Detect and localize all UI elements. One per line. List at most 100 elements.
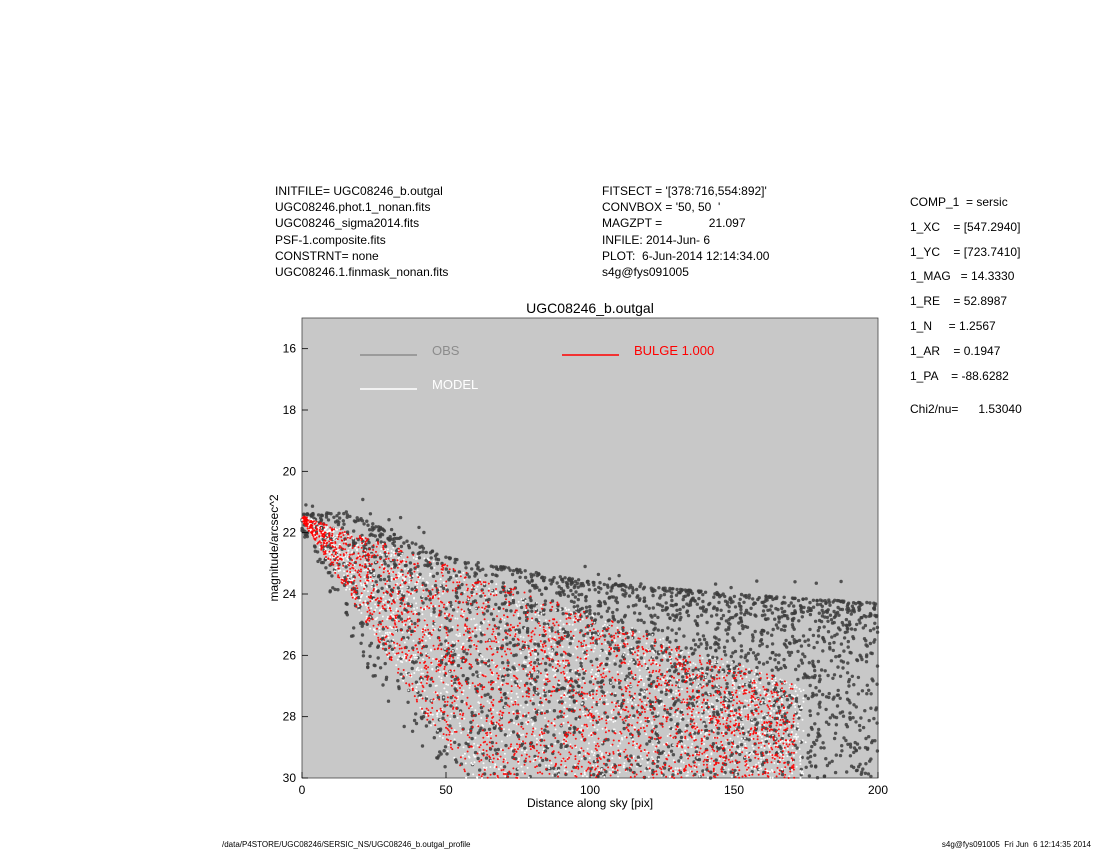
data-point (607, 606, 611, 610)
data-point (535, 675, 540, 679)
data-point (866, 746, 870, 750)
data-point (352, 519, 357, 523)
data-point (532, 573, 536, 577)
data-point (602, 672, 605, 675)
data-point (603, 634, 607, 638)
data-point (536, 671, 539, 674)
data-point (494, 647, 497, 650)
data-point (866, 772, 871, 776)
data-point (848, 754, 853, 758)
data-point (350, 574, 353, 577)
data-point (721, 670, 724, 673)
data-point (446, 570, 451, 574)
data-point (875, 625, 880, 630)
data-point (799, 763, 802, 766)
data-point (605, 668, 608, 671)
data-point (445, 636, 448, 639)
data-point (642, 620, 646, 625)
data-point (768, 656, 772, 660)
data-point (742, 739, 745, 742)
data-point (542, 578, 546, 583)
data-point (499, 627, 502, 630)
data-point (777, 653, 781, 657)
data-point (722, 663, 725, 666)
data-point (733, 769, 737, 773)
data-point (751, 635, 755, 640)
data-point (668, 651, 672, 656)
data-point (704, 691, 708, 695)
data-point (746, 707, 749, 710)
data-point (599, 654, 601, 657)
data-point (800, 706, 803, 709)
data-point (365, 622, 369, 626)
data-point (875, 721, 879, 725)
data-point (645, 642, 648, 645)
data-point (806, 733, 811, 737)
data-point (542, 748, 545, 751)
data-point (396, 582, 399, 585)
data-point (833, 598, 837, 602)
data-point (660, 628, 665, 633)
data-point (734, 762, 736, 765)
data-point (788, 752, 792, 756)
data-point (664, 601, 668, 605)
data-point (622, 726, 626, 731)
data-point (798, 710, 801, 713)
data-point (795, 738, 798, 740)
data-point (790, 617, 795, 621)
data-point (534, 570, 538, 575)
data-point (645, 742, 649, 746)
data-point (654, 714, 658, 719)
data-point (703, 742, 706, 745)
data-point (511, 730, 516, 734)
data-point (762, 716, 766, 720)
data-point (428, 592, 433, 596)
data-point (597, 723, 600, 726)
data-point (691, 695, 695, 699)
data-point (577, 718, 580, 721)
data-point (356, 595, 361, 600)
data-point (464, 648, 467, 651)
data-point (745, 733, 748, 736)
data-point (374, 603, 377, 606)
data-point (443, 745, 448, 749)
data-point (864, 736, 868, 741)
data-point (566, 671, 568, 674)
data-point (806, 751, 810, 755)
data-point (513, 579, 518, 584)
data-point (673, 662, 677, 666)
data-point (688, 677, 693, 682)
data-point (466, 561, 470, 565)
data-point (525, 749, 528, 752)
data-point (597, 703, 600, 706)
data-point (719, 707, 724, 712)
data-point (748, 714, 751, 716)
data-point (833, 633, 837, 638)
data-point (460, 582, 464, 587)
data-point (637, 652, 640, 655)
series-model (301, 516, 807, 779)
data-point (438, 710, 440, 713)
data-point (506, 673, 510, 677)
data-point (818, 602, 823, 607)
data-point (506, 691, 509, 694)
data-point (697, 671, 700, 674)
data-point (780, 699, 783, 702)
data-point (421, 601, 425, 605)
data-point (601, 629, 604, 632)
data-point (610, 585, 614, 589)
data-point (699, 613, 704, 617)
data-point (439, 578, 442, 581)
data-point (701, 769, 705, 773)
data-point (799, 757, 802, 760)
data-point (499, 568, 504, 572)
data-point (588, 757, 591, 760)
data-point (724, 745, 727, 748)
data-point (766, 631, 770, 635)
data-point (815, 602, 820, 607)
data-point (515, 715, 519, 719)
data-point (654, 638, 657, 641)
data-point (580, 738, 583, 741)
data-point (518, 575, 522, 579)
data-point (680, 760, 683, 762)
